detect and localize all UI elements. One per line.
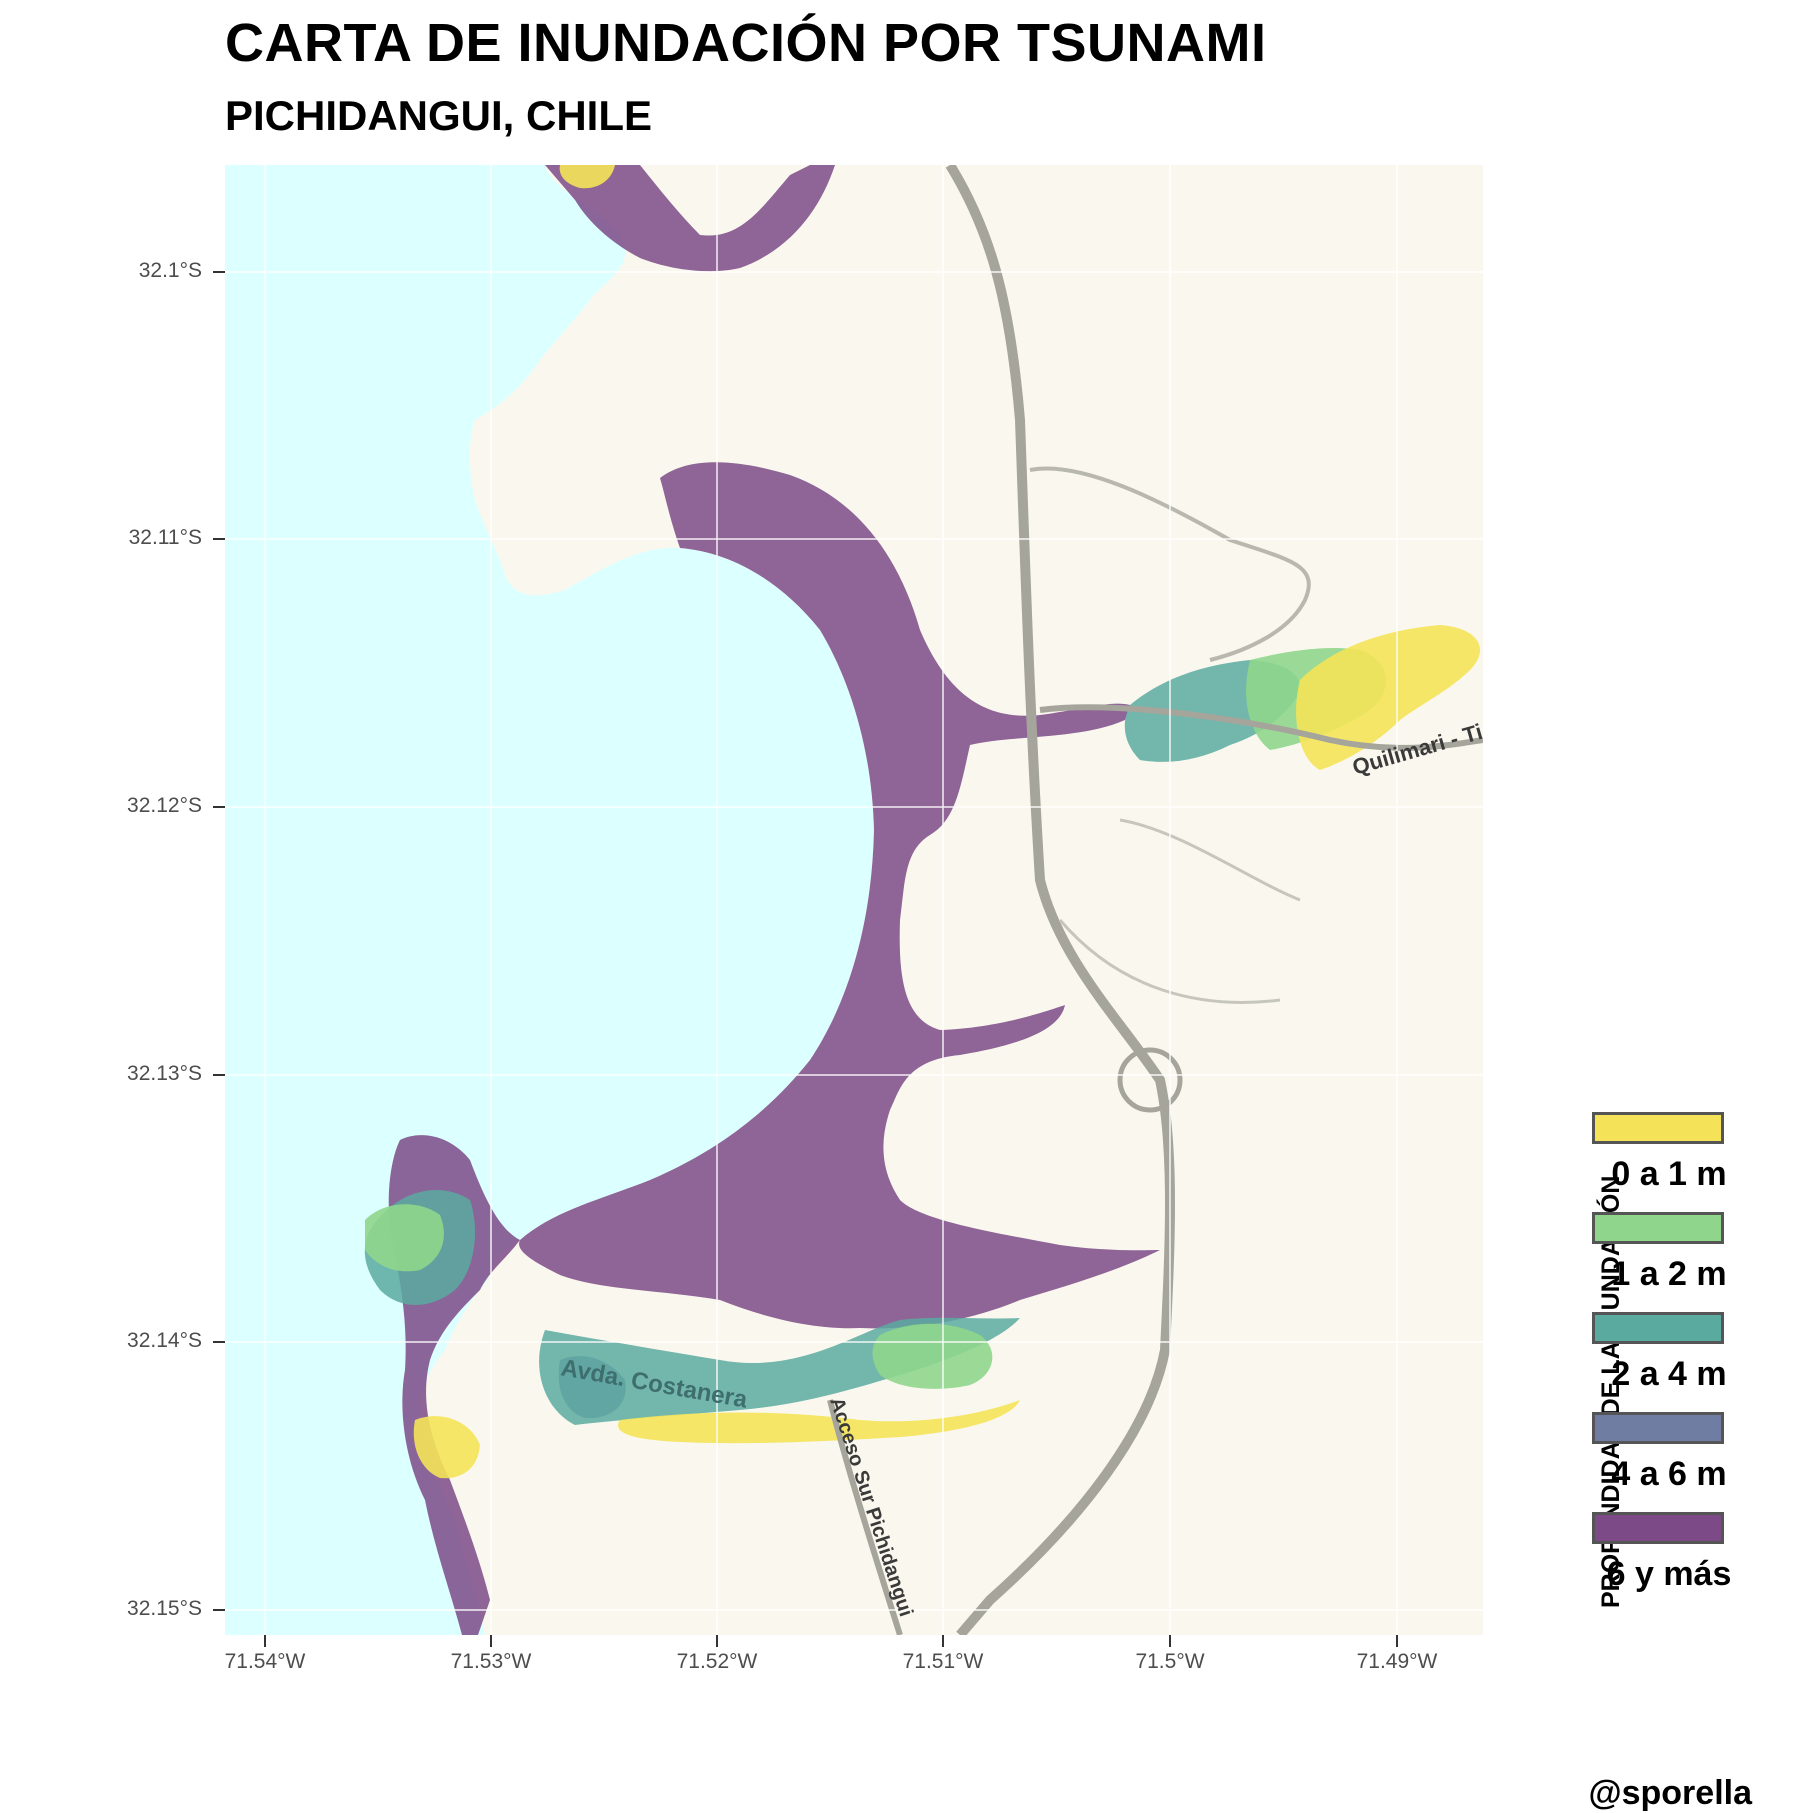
y-tick-label: 32.1°S xyxy=(138,259,202,282)
y-tick-label: 32.13°S xyxy=(127,1062,202,1085)
legend-key-2-4m xyxy=(1592,1312,1724,1344)
legend-key-6-plus xyxy=(1592,1512,1724,1544)
chart-title: CARTA DE INUNDACIÓN POR TSUNAMI xyxy=(225,13,1267,73)
chart-subtitle: PICHIDANGUI, CHILE xyxy=(225,92,653,139)
x-tick-label: 71.53°W xyxy=(450,1650,532,1673)
zone-1-2-south xyxy=(872,1323,993,1389)
highway xyxy=(945,165,1175,1635)
author-credit: @sporella xyxy=(1588,1774,1752,1812)
y-tick-label: 32.15°S xyxy=(127,1597,202,1620)
legend-label-1-2m: 1 a 2 m xyxy=(1611,1255,1727,1293)
road-local-2 xyxy=(1119,818,1301,902)
legend-label-4-6m: 4 a 6 m xyxy=(1611,1455,1727,1493)
legend-label-2-4m: 2 a 4 m xyxy=(1611,1355,1727,1393)
legend-label-0-1m: 0 a 1 m xyxy=(1611,1155,1727,1193)
y-tick-label: 32.11°S xyxy=(128,526,202,549)
zone-0-1-southwest xyxy=(413,1416,480,1479)
x-tick-label: 71.54°W xyxy=(224,1650,306,1673)
roundabout xyxy=(1117,1047,1183,1113)
road-east xyxy=(1039,704,1483,751)
grid-lines xyxy=(225,165,1483,1635)
road-access-south xyxy=(827,1399,903,1635)
y-tick-label: 32.12°S xyxy=(127,794,202,817)
x-tick-label: 71.52°W xyxy=(676,1650,758,1673)
zone-0-1-north xyxy=(559,165,615,189)
legend-key-1-2m xyxy=(1592,1212,1724,1244)
y-tick-label: 32.14°S xyxy=(127,1329,202,1352)
zone-6-plus-bay xyxy=(519,462,1160,1329)
zone-1-2-west xyxy=(365,1204,444,1272)
road-north xyxy=(1029,466,1311,662)
x-tick-label: 71.51°W xyxy=(902,1650,984,1673)
legend-key-0-1m xyxy=(1592,1112,1724,1144)
zone-0-1-south xyxy=(618,1400,1020,1444)
road-local-1 xyxy=(1058,919,1281,1004)
legend-label-6-plus: 6 y más xyxy=(1606,1555,1732,1593)
legend-key-4-6m xyxy=(1592,1412,1724,1444)
zone-0-1-east xyxy=(1296,625,1480,770)
zone-6-plus-north xyxy=(545,165,835,272)
x-tick-label: 71.49°W xyxy=(1356,1650,1438,1673)
x-axis-ticks xyxy=(264,1635,1398,1647)
y-axis-ticks xyxy=(213,271,225,1611)
x-tick-label: 71.5°W xyxy=(1135,1650,1205,1673)
